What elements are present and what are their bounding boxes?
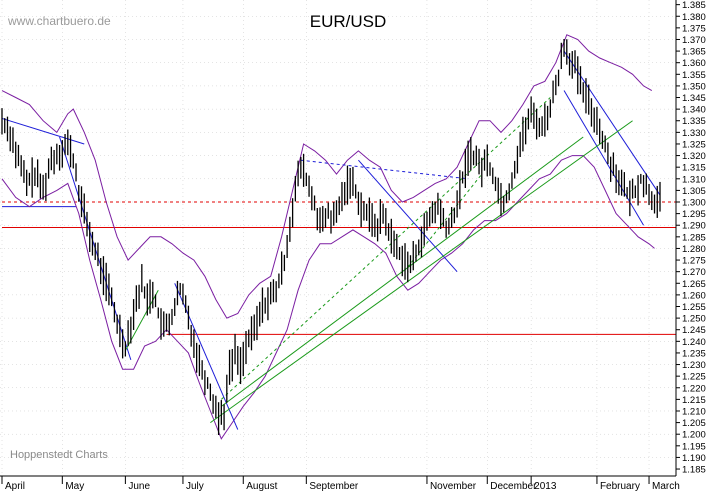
- y-tick-label: 1.370: [682, 35, 706, 46]
- x-tick-label: March: [652, 481, 680, 492]
- price-bars: [1, 39, 661, 436]
- x-tick-label: May: [65, 481, 84, 492]
- x-tick-label: September: [309, 481, 359, 492]
- y-tick-label: 1.285: [682, 232, 706, 243]
- y-tick-label: 1.310: [682, 174, 706, 185]
- trend-line: [407, 173, 483, 268]
- x-tick-label: June: [128, 481, 150, 492]
- bollinger-lower: [1, 155, 655, 440]
- y-tick-label: 1.380: [682, 12, 706, 23]
- y-tick-label: 1.355: [682, 70, 706, 81]
- x-tick-label: November: [430, 481, 477, 492]
- y-tick-label: 1.240: [682, 337, 706, 348]
- y-tick-label: 1.235: [682, 348, 706, 359]
- y-tick-label: 1.260: [682, 290, 706, 301]
- watermark-bottom: Hoppenstedt Charts: [10, 449, 108, 461]
- y-tick-label: 1.360: [682, 58, 706, 69]
- y-tick-label: 1.305: [682, 186, 706, 197]
- y-tick-label: 1.200: [682, 430, 706, 441]
- y-tick-label: 1.250: [682, 314, 706, 325]
- chart-title: EUR/USD: [310, 12, 387, 31]
- y-axis-ticks: 1.3851.3801.3751.3701.3651.3601.3551.350…: [676, 0, 706, 476]
- y-tick-label: 1.280: [682, 244, 706, 255]
- y-tick-label: 1.325: [682, 139, 706, 150]
- x-tick-label: February: [600, 481, 640, 492]
- x-tick-label: August: [246, 481, 277, 492]
- grid: [0, 0, 676, 476]
- y-tick-label: 1.365: [682, 47, 706, 58]
- trend-line: [210, 120, 633, 424]
- y-tick-label: 1.185: [682, 465, 706, 476]
- x-tick-label: December: [490, 481, 537, 492]
- y-tick-label: 1.255: [682, 302, 706, 313]
- y-tick-label: 1.205: [682, 418, 706, 429]
- y-tick-label: 1.300: [682, 198, 706, 209]
- watermark-top: www.chartbuero.de: [7, 14, 111, 28]
- bollinger-upper: [1, 34, 653, 319]
- y-tick-label: 1.335: [682, 116, 706, 127]
- x-tick-label: July: [186, 481, 204, 492]
- x-axis-ticks: April May June July August September November D…: [1, 476, 680, 492]
- y-tick-label: 1.225: [682, 372, 706, 383]
- y-tick-label: 1.350: [682, 81, 706, 92]
- y-tick-label: 1.345: [682, 93, 706, 104]
- y-tick-label: 1.315: [682, 163, 706, 174]
- y-tick-label: 1.385: [682, 0, 706, 11]
- x-tick-label: 2013: [534, 481, 557, 492]
- y-tick-label: 1.230: [682, 360, 706, 371]
- y-tick-label: 1.270: [682, 267, 706, 278]
- y-tick-label: 1.330: [682, 128, 706, 139]
- y-tick-label: 1.290: [682, 221, 706, 232]
- y-tick-label: 1.375: [682, 23, 706, 34]
- y-tick-label: 1.220: [682, 383, 706, 394]
- bollinger-bands: [1, 34, 655, 440]
- trend-line: [300, 159, 469, 180]
- trend-line: [358, 159, 458, 272]
- x-tick-label: April: [5, 481, 25, 492]
- y-tick-label: 1.340: [682, 105, 706, 116]
- y-tick-label: 1.275: [682, 256, 706, 267]
- y-tick-label: 1.245: [682, 325, 706, 336]
- y-tick-label: 1.320: [682, 151, 706, 162]
- y-tick-label: 1.210: [682, 406, 706, 417]
- plot-area: [0, 0, 676, 476]
- y-tick-label: 1.195: [682, 441, 706, 452]
- trend-line: [220, 97, 551, 400]
- y-tick-label: 1.190: [682, 453, 706, 464]
- y-tick-label: 1.295: [682, 209, 706, 220]
- y-tick-label: 1.215: [682, 395, 706, 406]
- y-tick-label: 1.265: [682, 279, 706, 290]
